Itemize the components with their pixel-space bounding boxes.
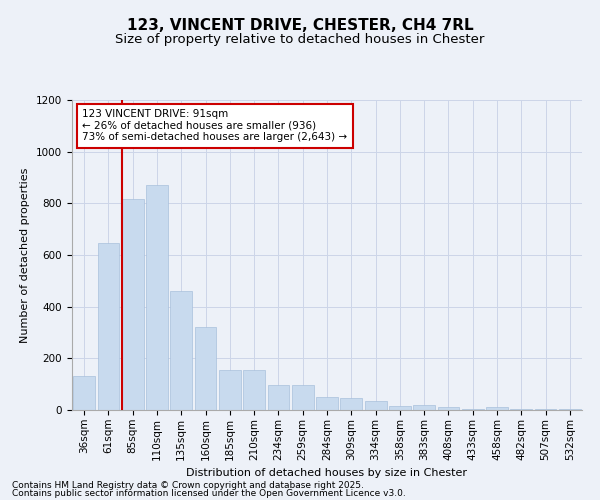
- Bar: [146, 185, 168, 410]
- Bar: [73, 376, 95, 410]
- Bar: [365, 401, 386, 410]
- Text: Contains public sector information licensed under the Open Government Licence v3: Contains public sector information licen…: [12, 489, 406, 498]
- Bar: [268, 386, 289, 410]
- Y-axis label: Number of detached properties: Number of detached properties: [20, 168, 31, 342]
- Text: Size of property relative to detached houses in Chester: Size of property relative to detached ho…: [115, 32, 485, 46]
- Bar: [535, 408, 556, 410]
- Bar: [486, 408, 508, 410]
- Bar: [437, 408, 460, 410]
- Bar: [194, 328, 217, 410]
- X-axis label: Distribution of detached houses by size in Chester: Distribution of detached houses by size …: [187, 468, 467, 478]
- Bar: [170, 291, 192, 410]
- Bar: [97, 244, 119, 410]
- Bar: [122, 200, 143, 410]
- Bar: [292, 386, 314, 410]
- Bar: [219, 370, 241, 410]
- Text: Contains HM Land Registry data © Crown copyright and database right 2025.: Contains HM Land Registry data © Crown c…: [12, 480, 364, 490]
- Bar: [413, 405, 435, 410]
- Bar: [389, 406, 411, 410]
- Bar: [316, 397, 338, 410]
- Bar: [243, 370, 265, 410]
- Bar: [462, 408, 484, 410]
- Text: 123 VINCENT DRIVE: 91sqm
← 26% of detached houses are smaller (936)
73% of semi-: 123 VINCENT DRIVE: 91sqm ← 26% of detach…: [82, 110, 347, 142]
- Bar: [340, 398, 362, 410]
- Text: 123, VINCENT DRIVE, CHESTER, CH4 7RL: 123, VINCENT DRIVE, CHESTER, CH4 7RL: [127, 18, 473, 32]
